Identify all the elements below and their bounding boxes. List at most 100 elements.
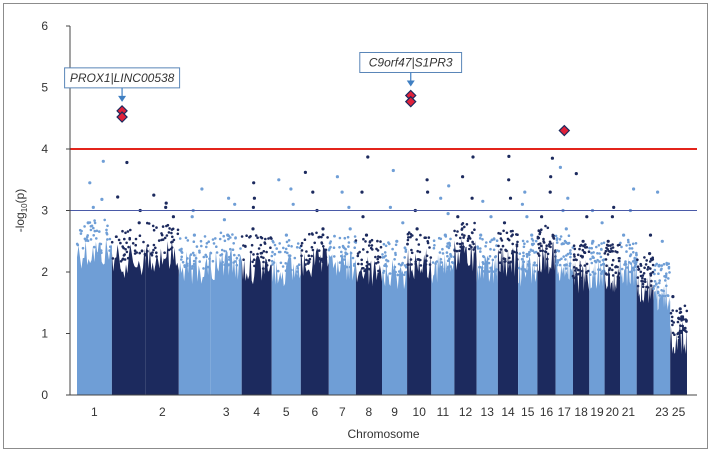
snp-point bbox=[573, 266, 576, 269]
snp-point bbox=[684, 326, 687, 330]
snp-point bbox=[223, 239, 227, 243]
snp-point bbox=[685, 330, 688, 334]
snp-point bbox=[593, 272, 597, 275]
snp-point bbox=[340, 250, 343, 254]
snp-point bbox=[101, 159, 105, 163]
snp-point bbox=[432, 246, 436, 250]
snp-point bbox=[646, 268, 649, 271]
snp-point bbox=[580, 269, 584, 273]
snp-point bbox=[181, 260, 185, 264]
snp-point bbox=[614, 265, 618, 268]
snp-point bbox=[147, 222, 151, 225]
snp-point bbox=[321, 260, 324, 264]
snp-point bbox=[536, 252, 540, 255]
chromosome-25-points bbox=[669, 295, 689, 395]
snp-point bbox=[611, 250, 614, 253]
snp-point bbox=[231, 233, 234, 236]
snp-point bbox=[658, 294, 661, 297]
snp-point bbox=[546, 252, 550, 256]
snp-point bbox=[227, 196, 231, 200]
snp-point bbox=[245, 234, 248, 237]
snp-point bbox=[353, 246, 357, 249]
snp-point bbox=[665, 284, 668, 288]
chromosome-density bbox=[670, 321, 687, 395]
snp-point bbox=[152, 228, 156, 232]
snp-point bbox=[601, 262, 605, 266]
snp-point bbox=[184, 236, 188, 240]
x-tick-label: 16 bbox=[540, 405, 554, 419]
snp-point bbox=[333, 255, 336, 258]
snp-point bbox=[628, 270, 632, 274]
snp-point bbox=[208, 257, 211, 261]
snp-point bbox=[352, 264, 356, 267]
snp-point bbox=[304, 263, 307, 266]
snp-point bbox=[89, 228, 93, 232]
chromosome-density bbox=[111, 244, 146, 395]
snp-point bbox=[592, 256, 595, 260]
snp-point bbox=[489, 247, 492, 251]
chromosome-5-points bbox=[270, 178, 302, 395]
x-tick-label: 2 bbox=[159, 405, 166, 419]
snp-point bbox=[377, 269, 380, 273]
snp-point bbox=[407, 231, 411, 234]
snp-point bbox=[267, 259, 271, 262]
snp-point bbox=[526, 240, 529, 243]
snp-point bbox=[170, 231, 173, 235]
snp-point bbox=[91, 205, 95, 209]
snp-point bbox=[657, 264, 661, 268]
callout-arrow-head bbox=[406, 80, 415, 87]
snp-point bbox=[257, 247, 261, 250]
snp-point bbox=[183, 265, 187, 269]
snp-point bbox=[472, 242, 475, 246]
snp-point bbox=[603, 252, 607, 255]
snp-point bbox=[300, 241, 304, 245]
snp-point bbox=[578, 247, 581, 251]
chromosome-17-points bbox=[554, 165, 575, 395]
snp-point bbox=[393, 258, 396, 261]
snp-point bbox=[365, 260, 369, 264]
snp-point bbox=[482, 270, 485, 273]
x-tick-label: 19 bbox=[590, 405, 604, 419]
snp-point bbox=[259, 243, 263, 247]
snp-point bbox=[643, 278, 647, 281]
snp-point bbox=[609, 244, 612, 247]
snp-point bbox=[416, 249, 420, 253]
snp-point bbox=[300, 254, 303, 258]
snp-point bbox=[606, 248, 609, 251]
y-axis-title-subscript: 10 bbox=[20, 203, 29, 212]
snp-point bbox=[414, 262, 418, 266]
snp-point bbox=[497, 244, 500, 248]
snp-point bbox=[589, 257, 592, 261]
snp-point bbox=[478, 265, 481, 269]
snp-point bbox=[566, 252, 570, 256]
snp-point bbox=[507, 154, 511, 158]
snp-point bbox=[656, 190, 660, 194]
snp-point bbox=[150, 253, 154, 257]
snp-point bbox=[99, 242, 103, 246]
snp-point bbox=[97, 251, 100, 255]
snp-point bbox=[251, 227, 255, 231]
snp-point bbox=[521, 265, 524, 269]
snp-point bbox=[415, 238, 418, 241]
snp-point bbox=[251, 260, 254, 264]
snp-point bbox=[489, 267, 493, 270]
snp-point bbox=[612, 205, 616, 209]
snp-point bbox=[598, 252, 601, 255]
snp-point bbox=[572, 244, 576, 247]
snp-point bbox=[479, 247, 482, 250]
snp-point bbox=[434, 262, 437, 266]
snp-point bbox=[591, 239, 595, 243]
snp-point bbox=[627, 240, 630, 244]
snp-point bbox=[228, 255, 231, 259]
snp-point bbox=[164, 205, 168, 209]
snp-point bbox=[381, 256, 385, 259]
snp-point bbox=[600, 248, 603, 251]
snp-point bbox=[555, 241, 559, 244]
snp-point bbox=[618, 272, 621, 275]
snp-point bbox=[677, 335, 681, 339]
snp-point bbox=[448, 242, 451, 245]
snp-point bbox=[297, 263, 301, 267]
snp-point bbox=[86, 221, 90, 225]
snp-point bbox=[262, 256, 265, 260]
snp-point bbox=[671, 295, 675, 299]
